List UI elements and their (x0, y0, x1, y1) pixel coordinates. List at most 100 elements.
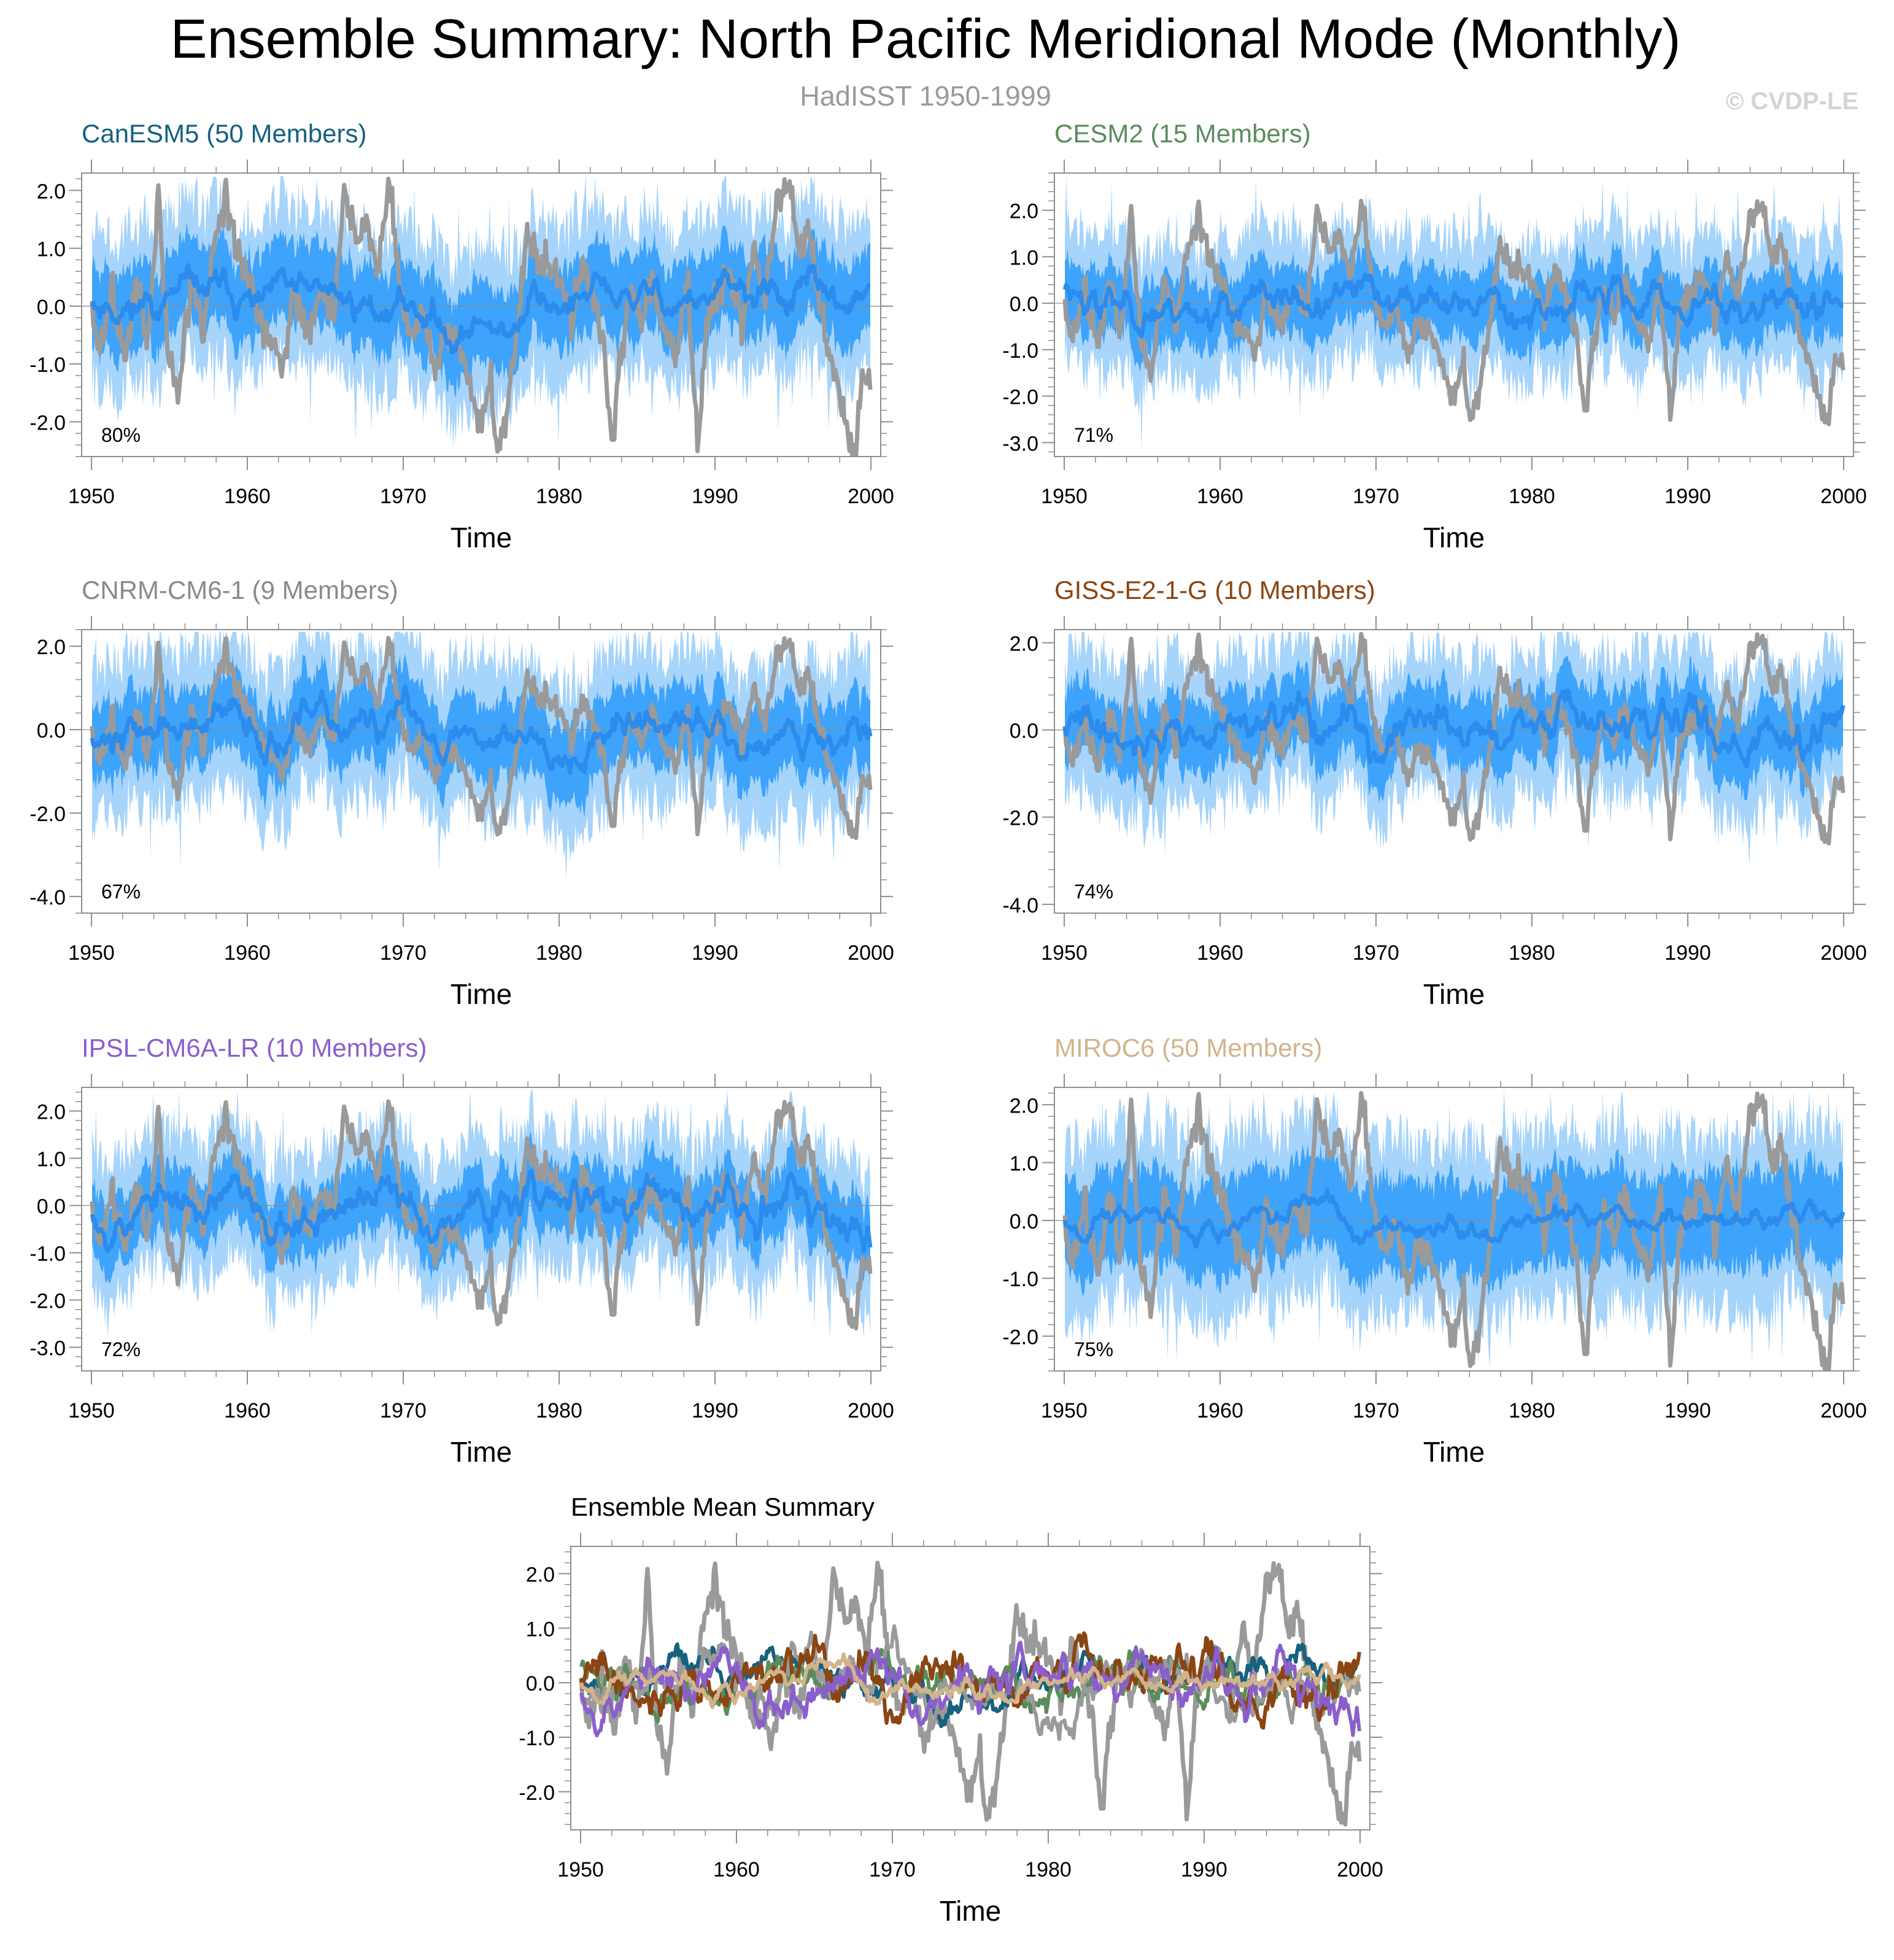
y-tick-label: 1.0 (1010, 1152, 1038, 1176)
ensemble-mean-line (90, 1168, 873, 1254)
y-tick-label: 1.0 (37, 238, 66, 261)
x-tick-label: 1970 (869, 1858, 916, 1881)
x-tick-label: 1960 (224, 485, 271, 508)
plot-area (579, 1561, 1362, 1827)
pattern-correlation-label: 72% (101, 1338, 141, 1360)
x-axis-label: Time (1423, 978, 1485, 1010)
y-tick-label: -4.0 (29, 886, 66, 909)
ensemble-mean-line-ipsl-cm6a-lr (579, 1640, 1361, 1738)
x-tick-label: 1960 (1197, 485, 1243, 508)
x-tick-label: 2000 (848, 485, 894, 508)
ensemble-mean-line (1062, 272, 1844, 339)
x-tick-label: 1970 (380, 485, 427, 508)
y-tick-label: -2.0 (29, 803, 66, 826)
ensemble-mean-line (1062, 1188, 1846, 1249)
ensemble-mean-line-cnrm-cm6-1 (579, 1624, 1361, 1742)
pattern-correlation-label: 74% (1074, 881, 1113, 903)
band-25-75 (92, 652, 870, 818)
x-axis-label: Time (450, 522, 512, 554)
chart-panel-2: 71% 2.0 1.0 0.0 -1.0 -2.0 -3.0 1950 1960 1970 1980… (1002, 119, 1866, 554)
y-tick-label: -2.0 (1002, 1325, 1038, 1349)
chart-panel-4: 74% 2.0 0.0 -2.0 -4.0 1950 1960 1970 1980 1990 200… (1002, 576, 1866, 1010)
chart-panel-5: 72% 2.0 1.0 0.0 -1.0 -2.0 -3.0 1950 1960 1970 1980… (29, 1033, 894, 1468)
panel-title: MIROC6 (50 Members) (1054, 1033, 1322, 1062)
band-25-75 (92, 222, 870, 398)
x-axis-label: Time (450, 1436, 512, 1468)
y-tick-label: 2.0 (1010, 1094, 1038, 1117)
chart-panel-1: 80% 2.0 1.0 0.0 -1.0 -2.0 1950 1960 1970 1980 1990… (29, 119, 894, 554)
x-tick-label: 2000 (1820, 941, 1867, 965)
plot-frame (1054, 172, 1854, 457)
x-tick-label: 2000 (848, 941, 894, 965)
plot-frame (81, 1087, 881, 1372)
x-tick-label: 1970 (1353, 485, 1399, 508)
y-tick-label: 0.0 (37, 296, 66, 319)
observed-series-line (1062, 198, 1846, 426)
x-axis-label: Time (450, 978, 512, 1010)
copyright-label: © CVDP-LE (1726, 88, 1858, 115)
y-tick-label: 2.0 (37, 180, 66, 203)
y-tick-label: 0.0 (37, 1195, 66, 1219)
y-tick-label: 0.0 (1010, 293, 1038, 316)
x-axis-label: Time (1423, 1436, 1485, 1468)
y-tick-label: -4.0 (1002, 894, 1038, 917)
x-tick-label: 1950 (1041, 485, 1088, 508)
x-tick-label: 1960 (1197, 1399, 1243, 1422)
panel-title: CNRM-CM6-1 (9 Members) (82, 576, 398, 604)
y-tick-label: -3.0 (1002, 432, 1038, 455)
pattern-correlation-label: 75% (1074, 1338, 1113, 1360)
x-tick-label: 2000 (1820, 485, 1867, 508)
plot-frame (1054, 629, 1854, 914)
x-tick-label: 1990 (692, 1399, 738, 1422)
x-tick-label: 2000 (848, 1399, 894, 1422)
panels-group: 80% 2.0 1.0 0.0 -1.0 -2.0 1950 1960 1970 1980 1990… (29, 119, 1866, 1927)
x-tick-label: 1990 (692, 485, 738, 508)
y-tick-label: -1.0 (519, 1727, 555, 1750)
plot-area (82, 176, 881, 457)
y-tick-label: 0.0 (526, 1672, 555, 1696)
y-tick-label: -2.0 (519, 1781, 555, 1805)
y-tick-label: -3.0 (29, 1337, 66, 1360)
band-25-75 (1065, 1133, 1843, 1298)
x-tick-label: 1960 (713, 1858, 760, 1881)
observed-series-line (1062, 1090, 1846, 1371)
x-tick-label: 1960 (224, 1399, 271, 1422)
y-tick-label: -1.0 (29, 1243, 66, 1266)
y-tick-label: -1.0 (1002, 1268, 1038, 1291)
ensemble-mean-line-miroc6 (579, 1652, 1361, 1710)
y-tick-label: 2.0 (37, 1101, 66, 1124)
y-tick-label: -2.0 (29, 411, 66, 434)
ensemble-mean-line (90, 684, 873, 775)
x-tick-label: 1990 (1664, 1399, 1711, 1422)
x-tick-label: 1980 (536, 485, 582, 508)
x-tick-label: 1980 (1509, 1399, 1555, 1422)
y-tick-label: 0.0 (1010, 719, 1038, 743)
panel-title: IPSL-CM6A-LR (10 Members) (82, 1033, 427, 1062)
x-tick-label: 1950 (557, 1858, 604, 1881)
plot-frame (1054, 1087, 1854, 1372)
x-tick-label: 1950 (68, 485, 115, 508)
x-tick-label: 1980 (1025, 1858, 1072, 1881)
pattern-correlation-label: 80% (101, 424, 141, 446)
x-tick-label: 1980 (536, 1399, 582, 1422)
x-tick-label: 1990 (692, 941, 738, 965)
x-tick-label: 1990 (1664, 941, 1711, 965)
x-tick-label: 1970 (380, 941, 427, 965)
panel-title: CanESM5 (50 Members) (82, 119, 366, 148)
plot-frame (81, 629, 881, 914)
x-tick-label: 1990 (1664, 485, 1711, 508)
x-axis-label: Time (1423, 522, 1485, 554)
x-tick-label: 2000 (1337, 1858, 1383, 1881)
plot-area (82, 1089, 881, 1340)
figure-subtitle: HadISST 1950-1999 (800, 80, 1051, 112)
x-tick-label: 1970 (1353, 941, 1399, 965)
y-tick-label: 2.0 (37, 636, 66, 659)
observed-series-line (90, 176, 873, 457)
x-tick-label: 1950 (1041, 941, 1088, 965)
x-tick-label: 1950 (1041, 1399, 1088, 1422)
x-tick-label: 1950 (68, 1399, 115, 1422)
x-tick-label: 1980 (1509, 485, 1555, 508)
x-tick-label: 1970 (380, 1399, 427, 1422)
panel-title: Ensemble Mean Summary (571, 1492, 875, 1521)
